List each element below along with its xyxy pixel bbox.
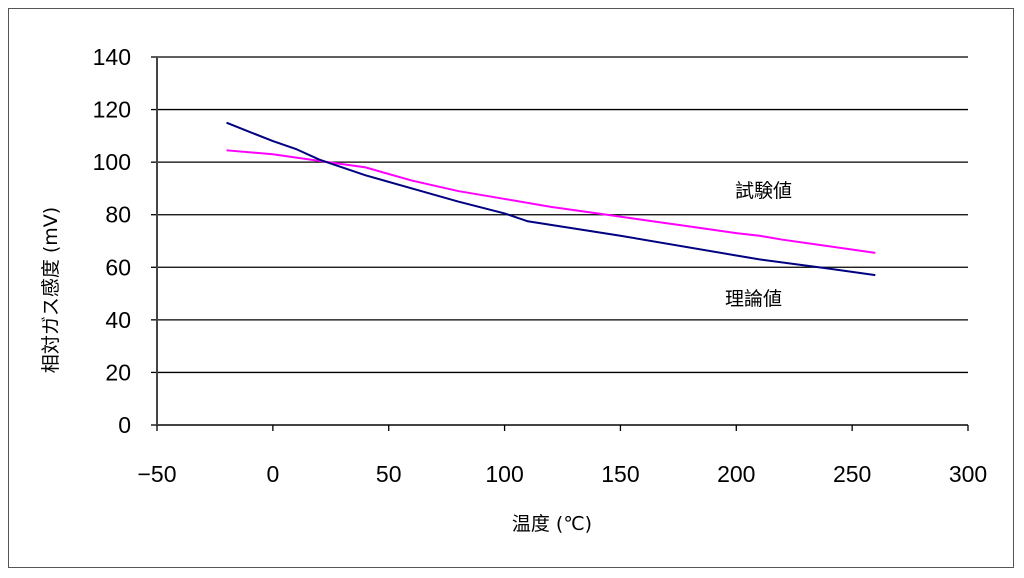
y-tick-label: 140 bbox=[93, 44, 131, 70]
y-tick-label: 80 bbox=[105, 202, 131, 228]
y-tick-label: 20 bbox=[105, 359, 131, 385]
x-tick-label: 50 bbox=[376, 461, 402, 487]
chart-frame bbox=[8, 8, 1014, 568]
series-label: 理論値 bbox=[725, 288, 782, 310]
x-tick-label: 250 bbox=[833, 461, 871, 487]
y-tick-label: 120 bbox=[93, 97, 131, 123]
y-tick-label: 40 bbox=[105, 307, 131, 333]
series-line-theoretical-values bbox=[226, 121, 876, 277]
x-tick-label: 0 bbox=[266, 461, 279, 487]
y-axis-label: 相対ガス感度 (mV) bbox=[40, 207, 62, 373]
y-tick-label: 100 bbox=[93, 149, 131, 175]
series-label: 試験値 bbox=[735, 180, 792, 202]
y-tick-label: 60 bbox=[105, 254, 131, 280]
x-tick-label: 100 bbox=[485, 461, 523, 487]
series-line-test-values bbox=[226, 149, 876, 254]
x-tick-label: −50 bbox=[137, 461, 176, 487]
y-tick-label: 0 bbox=[118, 412, 131, 438]
x-axis-label: 温度 (℃) bbox=[512, 513, 592, 535]
x-tick-label: 200 bbox=[717, 461, 755, 487]
x-tick-label: 150 bbox=[601, 461, 639, 487]
x-tick-label: 300 bbox=[949, 461, 987, 487]
